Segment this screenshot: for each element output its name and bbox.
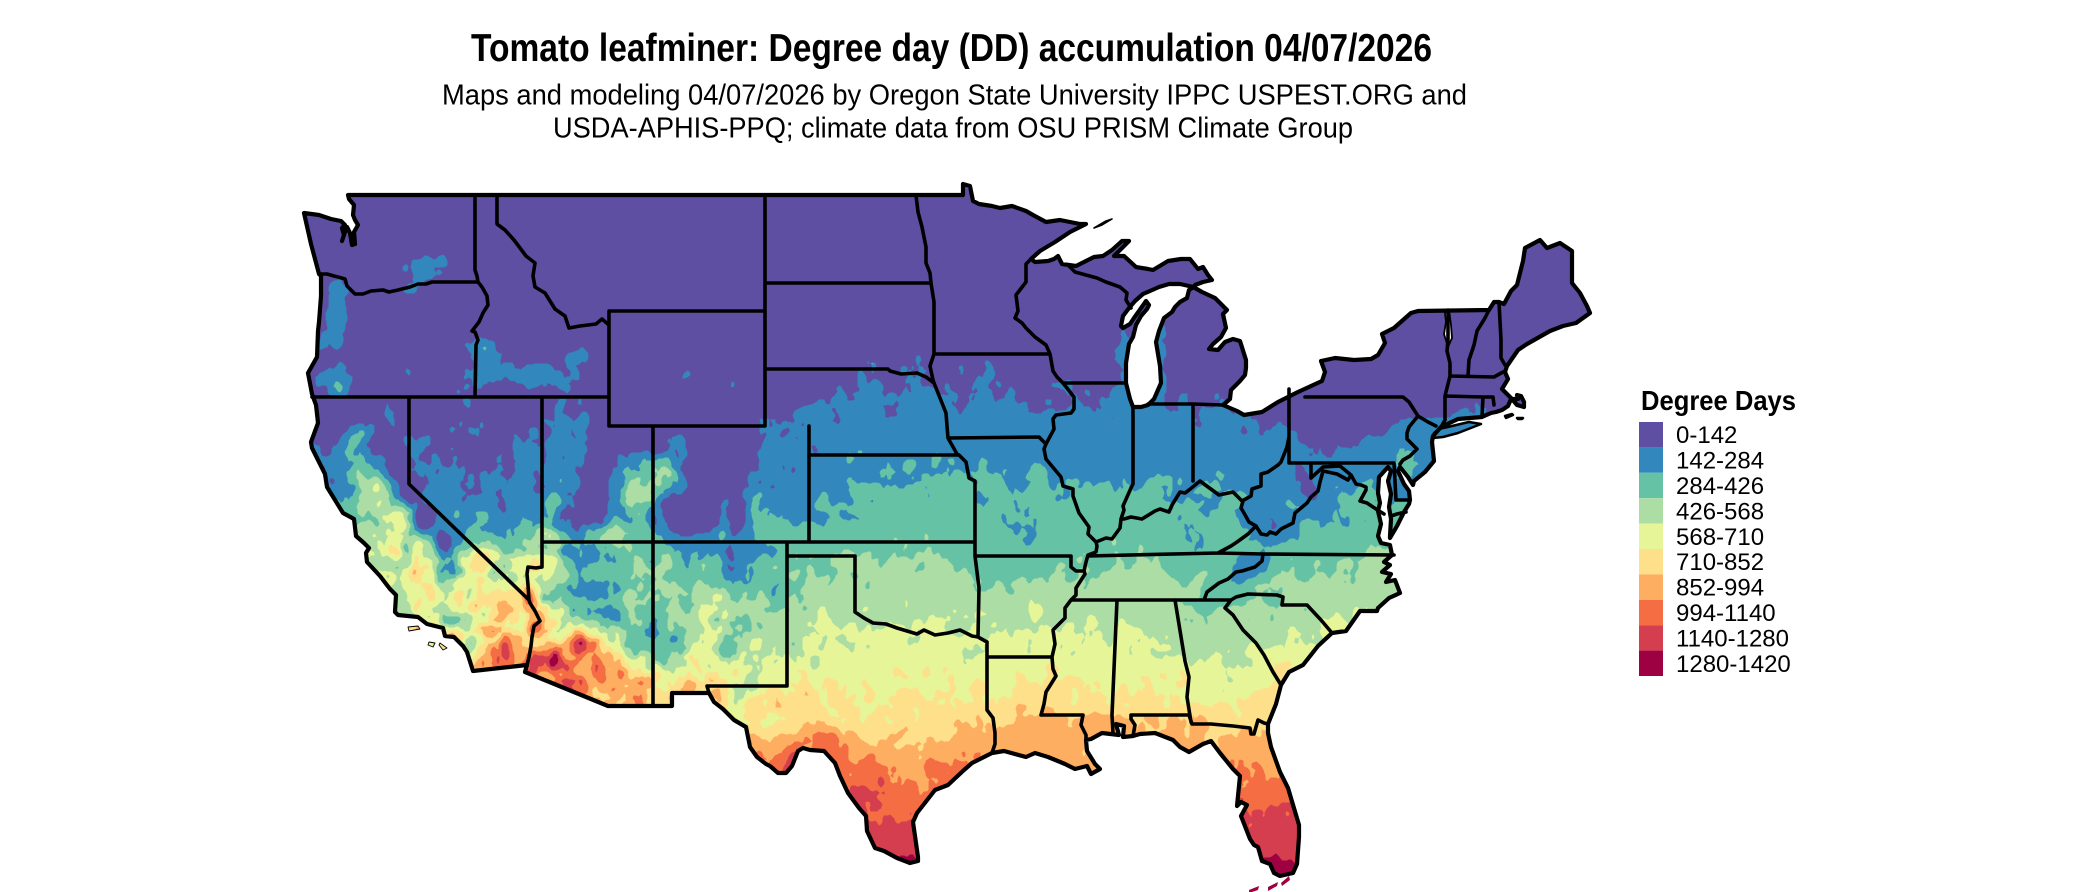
svg-text:426-568: 426-568 [1676, 498, 1764, 525]
svg-text:994-1140: 994-1140 [1676, 600, 1776, 627]
svg-text:852-994: 852-994 [1676, 575, 1764, 602]
svg-text:Tomato leafminer: Degree day (: Tomato leafminer: Degree day (DD) accumu… [471, 27, 1432, 70]
svg-text:1140-1280: 1140-1280 [1676, 625, 1789, 652]
svg-text:USDA-APHIS-PPQ; climate data f: USDA-APHIS-PPQ; climate data from OSU PR… [553, 113, 1353, 145]
svg-text:710-852: 710-852 [1676, 549, 1764, 576]
svg-text:0-142: 0-142 [1676, 422, 1737, 449]
svg-text:284-426: 284-426 [1676, 473, 1764, 500]
svg-text:568-710: 568-710 [1676, 524, 1764, 551]
svg-text:1280-1420: 1280-1420 [1676, 651, 1791, 678]
svg-text:142-284: 142-284 [1676, 448, 1764, 475]
svg-text:Maps and modeling 04/07/2026 b: Maps and modeling 04/07/2026 by Oregon S… [442, 80, 1467, 112]
svg-text:Degree Days: Degree Days [1641, 385, 1796, 416]
